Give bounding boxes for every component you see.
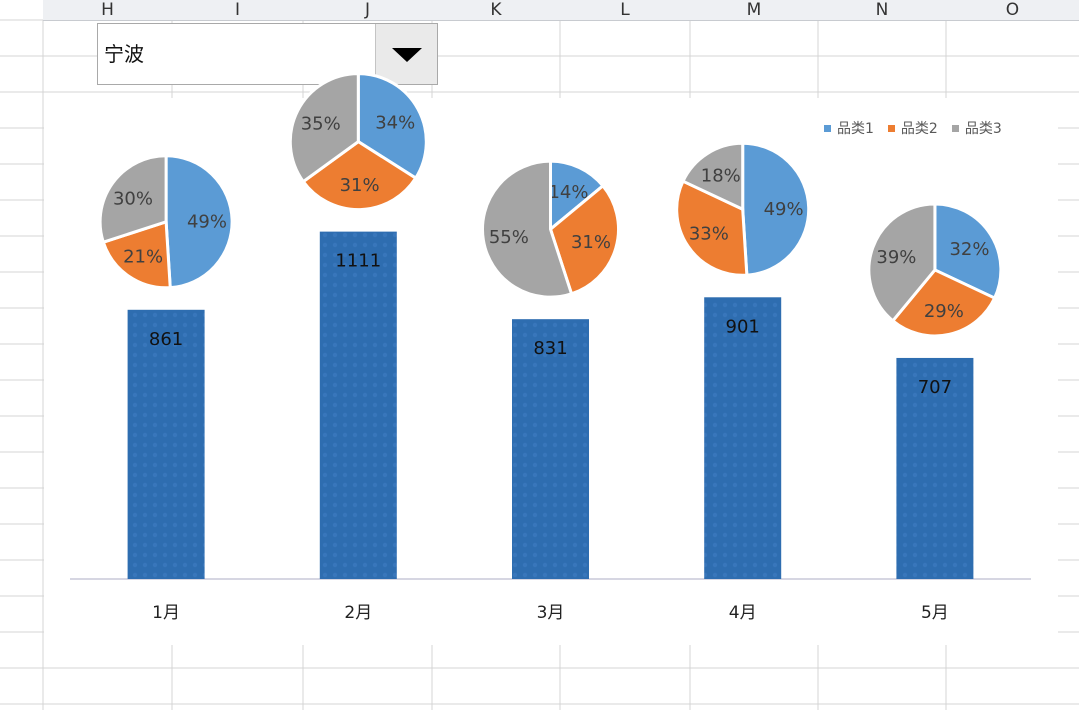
column-header-o[interactable]: O bbox=[946, 0, 1079, 21]
column-header-h[interactable]: H bbox=[43, 0, 172, 21]
city-dropdown-value: 宁波 bbox=[104, 42, 144, 66]
legend-label: 品类2 bbox=[900, 121, 938, 137]
pie-slice-label: 31% bbox=[340, 175, 380, 196]
bar-value-label: 831 bbox=[533, 338, 567, 359]
bar bbox=[512, 319, 589, 579]
pie-slice-label: 29% bbox=[924, 301, 964, 322]
bar bbox=[127, 309, 205, 579]
legend-item: 品类3 bbox=[951, 118, 1002, 138]
legend-label: 品类3 bbox=[964, 121, 1002, 137]
pie-slice bbox=[481, 159, 574, 299]
pie-slice bbox=[548, 183, 620, 296]
bar-value-label: 1111 bbox=[335, 251, 381, 272]
pie-slice bbox=[288, 72, 360, 184]
column-header-j[interactable]: J bbox=[303, 0, 432, 21]
x-tick-label: 2月 bbox=[344, 603, 372, 623]
bar-value-label: 861 bbox=[149, 329, 183, 350]
legend-label: 品类1 bbox=[837, 121, 874, 137]
legend-swatch bbox=[887, 124, 895, 132]
bar-value-label: 707 bbox=[918, 377, 952, 398]
pie-slice bbox=[933, 202, 1003, 301]
pie-slice bbox=[890, 268, 997, 338]
pie-slice-label: 34% bbox=[375, 112, 415, 133]
x-tick-label: 3月 bbox=[537, 603, 565, 623]
city-dropdown[interactable]: 宁波 bbox=[97, 23, 438, 85]
pie-slice-label: 30% bbox=[113, 189, 153, 210]
x-tick-label: 1月 bbox=[152, 603, 180, 623]
legend-swatch bbox=[824, 124, 831, 132]
bar bbox=[896, 357, 974, 579]
pie-slice-label: 14% bbox=[548, 182, 588, 203]
pie-slice-label: 18% bbox=[701, 166, 741, 187]
column-header-l[interactable]: L bbox=[560, 0, 690, 21]
column-header-k[interactable]: K bbox=[432, 0, 560, 21]
column-header-i[interactable]: I bbox=[172, 0, 303, 21]
pie-slice-label: 39% bbox=[876, 247, 916, 268]
pie-slice bbox=[98, 154, 168, 245]
pie-slice bbox=[301, 139, 418, 212]
chart-legend: 品类1 品类2 品类3 bbox=[824, 118, 1002, 138]
bar-value-label: 901 bbox=[726, 316, 760, 337]
pie-slice bbox=[741, 141, 811, 277]
pie-slice bbox=[164, 154, 234, 290]
bar bbox=[319, 231, 397, 580]
x-tick-label: 4月 bbox=[729, 603, 757, 623]
pie-slice bbox=[680, 141, 745, 212]
x-tick-label: 5月 bbox=[921, 603, 949, 623]
pie-slice bbox=[675, 179, 749, 277]
legend-item: 品类1 bbox=[824, 118, 874, 138]
chevron-down-icon bbox=[392, 48, 422, 62]
legend-swatch bbox=[951, 124, 959, 132]
pie-slice-label: 35% bbox=[301, 113, 341, 134]
pie-slice-label: 33% bbox=[689, 223, 729, 244]
bar bbox=[704, 297, 782, 579]
legend-item: 品类2 bbox=[887, 118, 938, 138]
pie-slice-label: 31% bbox=[571, 232, 611, 253]
dropdown-arrow-button[interactable] bbox=[375, 24, 437, 84]
column-header-n[interactable]: N bbox=[818, 0, 946, 21]
pie-slice-label: 49% bbox=[187, 212, 227, 233]
pie-slice-label: 32% bbox=[949, 239, 989, 260]
pie-slice bbox=[867, 202, 937, 323]
pie-slice-label: 49% bbox=[764, 199, 804, 220]
pie-slice-label: 55% bbox=[489, 227, 529, 248]
pie-slice-label: 21% bbox=[123, 247, 163, 268]
column-header-m[interactable]: M bbox=[690, 0, 818, 21]
